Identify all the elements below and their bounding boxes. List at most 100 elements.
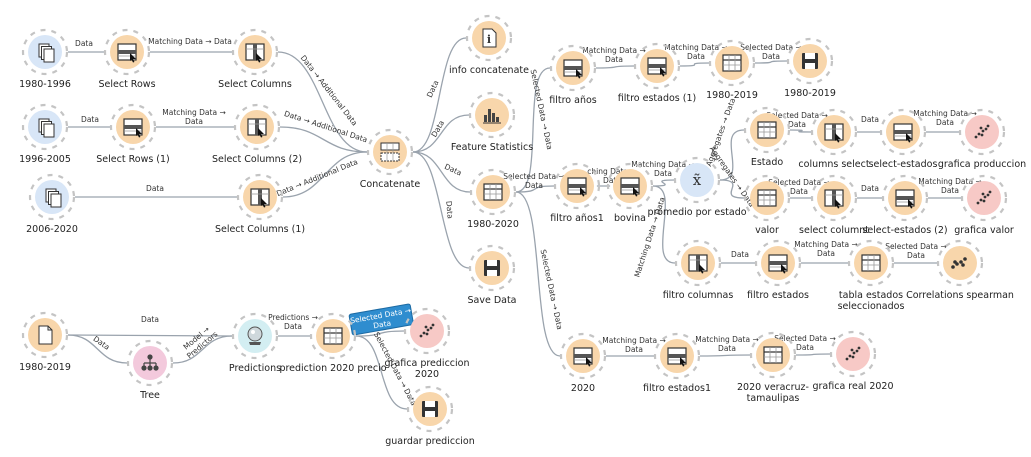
widget-select-rows[interactable]: Select Rows [98,28,156,90]
widget-bovina[interactable]: bovina [606,162,654,224]
link-filtro_estados_1-to-1980_2019_tbl[interactable] [679,62,710,67]
widget-correlations[interactable]: Correlations spearman [906,239,1014,301]
link-2020_veracruz-to-grafica_real_2020[interactable] [795,353,831,356]
link-1980_2019_file-to-predictions[interactable] [67,334,233,337]
link-1980_2020-to-filtro_anos[interactable] [515,67,551,193]
link-promedio-to-estado[interactable] [719,129,745,181]
widget-filtro-estados-1[interactable]: filtro estados (1) [618,42,697,104]
widget-1980-1996[interactable]: 1980-1996 [19,28,71,90]
widget-predictions[interactable]: Predictions [229,312,281,374]
widget-1980-2019-file[interactable]: 1980-2019 [19,311,71,373]
widget-filtro-anos1[interactable]: filtro años1 [550,162,604,224]
link-label-text: ching Data → [587,167,636,176]
select-rows-icon [123,118,143,139]
link-label: Data [425,79,441,99]
widget-filtro-columnas[interactable]: filtro columnas [663,239,734,301]
widget-label: select-estados (2) [862,225,947,236]
link-promedio-to-valor[interactable] [719,179,745,199]
widget-label: filtro estados [747,290,809,301]
widget-body [836,337,870,371]
link-prediction_2020-to-guardar_prediccion[interactable] [355,335,408,410]
link-label-text: Data [425,79,441,99]
widget-1980-2019-save[interactable]: 1980-2019 [784,37,836,99]
link-label: Matching Data →Data [913,109,976,127]
link-concatenate-to-info_concatenate[interactable] [412,37,467,153]
widget-ring [468,244,516,292]
link-concatenate-to-1980_2020[interactable] [412,151,471,193]
link-1980_2020-to-2020[interactable] [515,191,561,357]
link-estado-to-columns_select[interactable] [789,129,812,133]
link-label-text: Data [861,115,879,124]
link-concatenate-to-feature_statistics[interactable] [412,114,470,153]
link-1980_2019_tbl-to-1980_2019_save[interactable] [754,60,788,64]
widget-prediction-2020[interactable]: prediction 2020 precio [279,312,387,374]
widget-2020-veracruz[interactable]: 2020 veracruz-tamaulipas [737,331,809,404]
widget-select-columnt[interactable]: select columnt [799,174,869,236]
link-1980_2020-to-filtro_anos1[interactable] [515,185,555,193]
widget-2020[interactable]: 2020 [559,332,607,394]
widget-label: select-estados [869,159,938,170]
widget-select-columns-1[interactable]: Select Columns (1) [215,173,305,235]
widget-ring [109,103,157,151]
widget-label: Select Columns [218,79,292,90]
widget-1996-2005[interactable]: 1996-2005 [19,103,71,165]
widget-columns-select[interactable]: columns select [798,108,870,170]
widget-filtro-anos[interactable]: filtro años [549,44,597,106]
widget-label: seleccionados [838,301,905,312]
link-select_columns-to-concatenate[interactable] [277,51,368,153]
widget-ring [633,42,681,90]
link-filtro_anos-to-filtro_estados_1[interactable] [595,65,635,69]
widget-select-columns[interactable]: Select Columns [218,28,292,90]
widget-2006-2020[interactable]: 2006-2020 [26,173,78,235]
widget-ring [749,331,797,379]
widget-label: 2006-2020 [26,224,78,235]
widget-info-concatenate[interactable]: info concatenate [449,14,529,76]
widget-grafica-real-2020[interactable]: grafica real 2020 [812,330,894,392]
link-filtro_estados1-to-2020_veracruz[interactable] [699,354,751,357]
widget-label: grafica produccion [938,159,1026,170]
link-bovina-to-promedio[interactable] [652,179,675,187]
widget-select-columns-2[interactable]: Select Columns (2) [212,103,302,165]
widget-tree[interactable]: Tree [126,339,174,401]
widget-1980-2020[interactable]: 1980-2020 [467,168,519,230]
widget-filtro-estados[interactable]: filtro estados [747,239,809,301]
widget-label: 1980-2019 [19,362,71,373]
link-1980_2019_file-to-tree[interactable] [67,334,128,364]
widget-select-estados-2[interactable]: select-estados (2) [862,174,948,236]
widget-1980-2019-tbl[interactable]: 1980-2019 [706,39,758,101]
link-label-text: Data [796,343,814,352]
widget-select-rows-1[interactable]: Select Rows (1) [96,103,170,165]
link-concatenate-to-save_data[interactable] [412,151,470,269]
select-columns-icon [688,254,708,275]
link-label-text: Matching Data → [162,108,225,117]
widget-valor[interactable]: valor [743,174,791,236]
widget-estado[interactable]: Estado [743,106,791,168]
widget-save-data[interactable]: Save Data [467,244,517,306]
link-tree-to-predictions[interactable] [172,335,233,364]
select-columns-icon [824,189,844,210]
widget-concatenate[interactable]: Concatenate [360,128,421,190]
widget-select-estados[interactable]: select-estados [869,108,938,170]
widget-grafica-produccion[interactable]: grafica produccion [938,108,1026,170]
widget-feature-statistics[interactable]: Feature Statistics [451,91,533,153]
select-columns-icon [245,43,265,64]
link-prediction_2020-to-grafica_prediccion[interactable] [355,330,405,337]
link-select_columns_2-to-concatenate[interactable] [279,126,368,153]
link-bovina-to-filtro_columnas[interactable] [652,185,676,264]
widget-promedio[interactable]: promedio por estado [647,156,747,218]
widget-ring [743,106,791,154]
widget-ring [233,103,281,151]
widget-label: Select Rows [98,79,155,90]
widget-label: Feature Statistics [451,142,533,153]
link-label: Predictions →Data [268,313,318,331]
widget-guardar-prediccion[interactable]: guardar prediccion [385,385,475,447]
link-label-text: Selected Data → [766,111,827,120]
widget-filtro-estados1[interactable]: filtro estados1 [643,332,711,394]
table-icon [861,254,881,272]
link-select_columns_1-to-concatenate[interactable] [282,151,368,198]
link-label-text: Data [146,184,164,193]
widget-grafica-valor[interactable]: grafica valor [954,174,1014,236]
